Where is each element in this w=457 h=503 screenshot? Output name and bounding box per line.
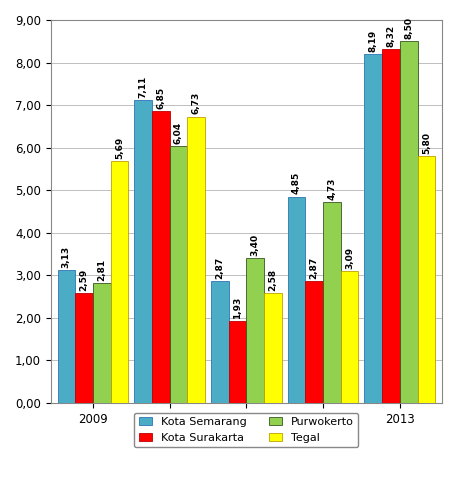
Text: 4,73: 4,73 bbox=[327, 177, 336, 200]
Text: 3,40: 3,40 bbox=[251, 234, 260, 256]
Text: 2,87: 2,87 bbox=[215, 257, 224, 279]
Text: 3,13: 3,13 bbox=[62, 245, 71, 268]
Bar bbox=[170, 146, 187, 403]
Bar bbox=[418, 156, 435, 403]
Text: 8,32: 8,32 bbox=[387, 25, 395, 47]
Text: 5,80: 5,80 bbox=[422, 132, 431, 154]
Text: 2,58: 2,58 bbox=[268, 269, 277, 291]
Bar bbox=[187, 117, 205, 403]
Bar bbox=[211, 281, 228, 403]
Bar bbox=[364, 54, 382, 403]
Bar bbox=[93, 283, 111, 403]
Bar bbox=[341, 272, 358, 403]
Text: 1,93: 1,93 bbox=[233, 296, 242, 319]
Text: 4,85: 4,85 bbox=[292, 172, 301, 195]
Text: 8,19: 8,19 bbox=[369, 30, 378, 52]
Text: 6,85: 6,85 bbox=[156, 87, 165, 109]
Text: 8,50: 8,50 bbox=[404, 17, 413, 39]
Legend: Kota Semarang, Kota Surakarta, Purwokerto, Tegal: Kota Semarang, Kota Surakarta, Purwokert… bbox=[134, 412, 358, 447]
Bar bbox=[305, 281, 323, 403]
Bar bbox=[400, 41, 418, 403]
Bar bbox=[382, 49, 400, 403]
Bar bbox=[228, 321, 246, 403]
Bar bbox=[75, 293, 93, 403]
Text: 7,11: 7,11 bbox=[138, 76, 148, 98]
Text: 2,87: 2,87 bbox=[310, 257, 319, 279]
Bar bbox=[246, 258, 264, 403]
Text: 3,09: 3,09 bbox=[345, 247, 354, 269]
Bar bbox=[287, 197, 305, 403]
Text: 5,69: 5,69 bbox=[115, 136, 124, 159]
Bar bbox=[264, 293, 282, 403]
Text: 6,73: 6,73 bbox=[191, 92, 201, 115]
Bar bbox=[152, 112, 170, 403]
Text: 6,04: 6,04 bbox=[174, 122, 183, 144]
Bar bbox=[323, 202, 341, 403]
Bar bbox=[58, 270, 75, 403]
Bar bbox=[134, 101, 152, 403]
Text: 2,81: 2,81 bbox=[97, 259, 106, 281]
Bar bbox=[111, 161, 128, 403]
Text: 2,59: 2,59 bbox=[80, 269, 89, 291]
